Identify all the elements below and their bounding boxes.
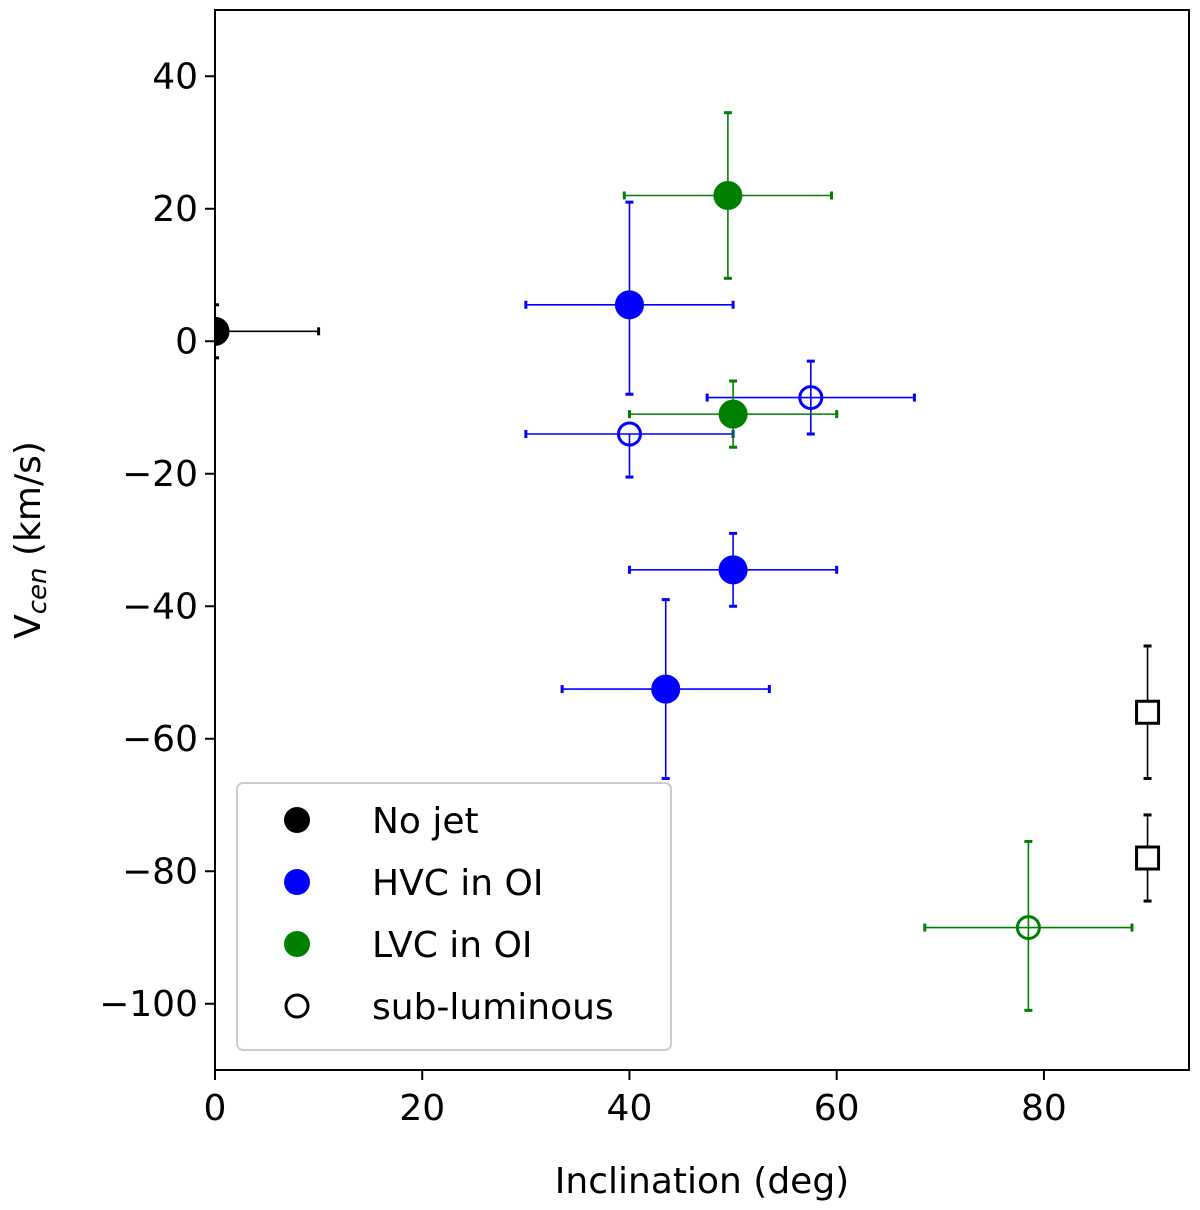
y-tick-label: −60 (122, 719, 198, 760)
filled-circle-marker (614, 290, 644, 320)
data-point-edge-on-sources (1135, 813, 1161, 903)
legend-entry: HVC in OI (284, 863, 544, 904)
filled-circle-marker (651, 674, 681, 704)
open-circle-marker (1015, 915, 1041, 941)
data-point-hvc-in-oi (524, 421, 735, 479)
y-tick-label: −40 (122, 586, 198, 627)
y-tick-label: 20 (152, 189, 198, 230)
y-tick-label: 40 (152, 56, 198, 97)
y-tick-label: −100 (99, 984, 198, 1025)
filled-circle-marker (215, 316, 230, 346)
legend-label: LVC in OI (372, 925, 533, 966)
data-point-lvc-in-oi (923, 839, 1134, 1012)
legend: No jet HVC in OI LVC in OI sub-luminous (236, 782, 672, 1051)
filled-circle-marker (713, 181, 743, 210)
data-point-hvc-in-oi (524, 200, 735, 396)
square-marker (1135, 845, 1161, 871)
data-point-lvc-in-oi (622, 111, 834, 280)
legend-frame (236, 782, 672, 1051)
x-tick-label: 40 (607, 1088, 653, 1129)
x-tick-label: 0 (204, 1088, 227, 1129)
y-tick-label: −80 (122, 851, 198, 892)
x-tick-label: 20 (399, 1088, 445, 1129)
open-circle-marker (798, 385, 824, 411)
y-axis-label: Vcen (km/s) (8, 441, 53, 639)
legend-marker-open (284, 993, 310, 1019)
data-point-hvc-in-oi (627, 531, 839, 608)
data-point-no-jet (215, 303, 321, 360)
legend-entry: No jet (284, 801, 479, 842)
y-tick-label: −20 (122, 454, 198, 495)
data-point-hvc-in-oi (560, 598, 771, 780)
legend-marker-filled (284, 869, 310, 895)
filled-circle-marker (718, 399, 748, 429)
legend-label: HVC in OI (372, 863, 544, 904)
legend-marker-filled (284, 931, 310, 957)
y-axis-label-main: V (8, 614, 49, 639)
legend-entry: sub-luminous (284, 987, 614, 1028)
y-axis-label-subscript: cen (23, 567, 53, 614)
legend-entry: LVC in OI (284, 925, 533, 966)
y-tick-label: 0 (175, 321, 198, 362)
square-marker (1135, 699, 1161, 725)
data-point-edge-on-sources (1135, 644, 1161, 780)
data-point-hvc-in-oi (705, 359, 916, 436)
plot-frame (214, 9, 1190, 1071)
x-tick-label: 60 (814, 1088, 860, 1129)
filled-circle-marker (718, 555, 748, 585)
legend-label: No jet (372, 801, 479, 842)
legend-label: sub-luminous (372, 987, 614, 1028)
legend-marker-filled (284, 807, 310, 833)
data-point-lvc-in-oi (627, 379, 839, 449)
x-axis-label: Inclination (deg) (555, 1161, 849, 1202)
x-tick-label: 80 (1021, 1088, 1067, 1129)
open-circle-marker (616, 421, 642, 447)
y-axis-label-unit: (km/s) (8, 441, 49, 567)
